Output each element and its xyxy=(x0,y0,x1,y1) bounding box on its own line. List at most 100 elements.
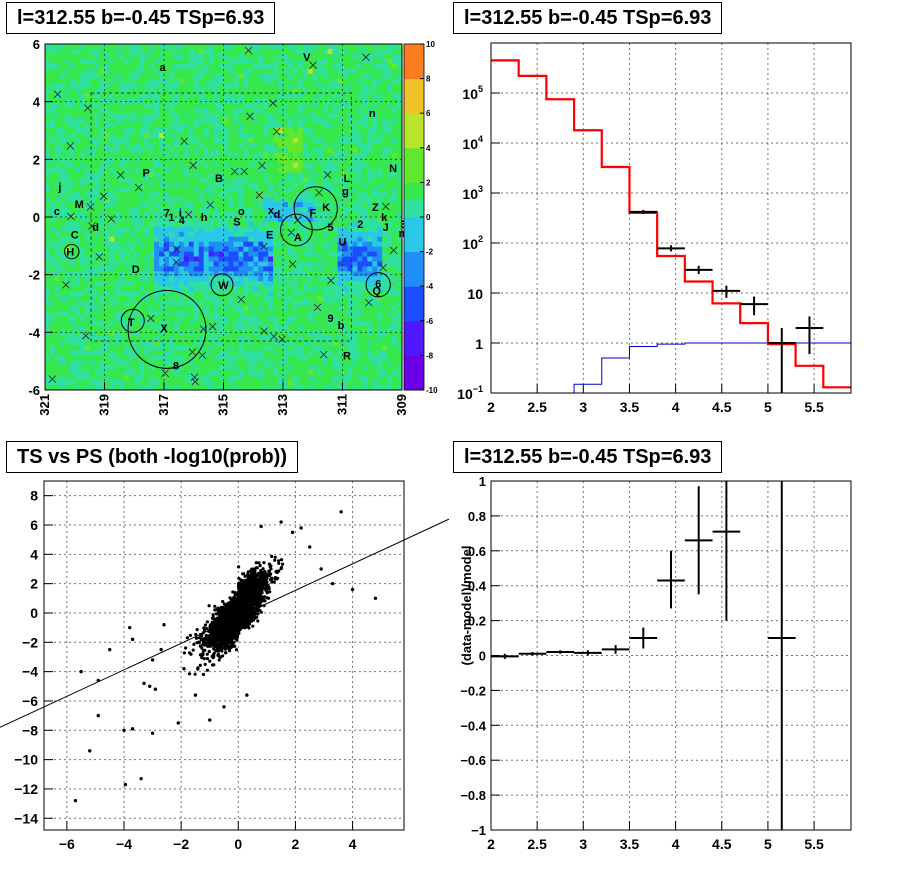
skymap-pixel xyxy=(382,83,388,89)
skymap-pixel xyxy=(54,236,61,243)
skymap-pixel xyxy=(263,370,269,376)
skymap-pixel xyxy=(49,73,56,79)
skymap-pixel xyxy=(64,286,71,292)
skymap-pixel xyxy=(149,142,155,149)
skymap-pixel xyxy=(114,63,120,70)
skymap-pixel xyxy=(382,93,388,99)
skymap-pixel xyxy=(223,68,229,75)
skymap-pixel xyxy=(218,58,224,65)
skymap-pixel xyxy=(159,330,165,337)
skymap-pixel xyxy=(64,167,71,173)
skymap-pixel xyxy=(342,123,348,129)
skymap-pixel xyxy=(154,246,160,252)
skymap-pixel xyxy=(208,315,214,322)
skymap-pixel xyxy=(223,187,229,193)
skymap-pixel xyxy=(64,207,71,213)
skymap-pixel xyxy=(377,296,383,302)
skymap-pixel xyxy=(238,221,244,228)
skymap-pixel xyxy=(258,48,264,55)
skymap-pixel xyxy=(292,113,299,119)
skymap-pixel xyxy=(109,305,115,312)
skymap-pixel xyxy=(129,261,135,267)
skymap-pixel xyxy=(49,132,56,139)
skymap-pixel xyxy=(213,182,219,188)
skymap-pixel xyxy=(144,365,150,371)
skymap-pixel xyxy=(208,88,214,94)
skymap-pixel xyxy=(104,231,110,238)
skymap-pixel xyxy=(69,217,76,223)
skymap-pixel xyxy=(312,118,319,124)
skymap-pixel xyxy=(352,78,358,84)
skymap-pixel xyxy=(119,48,125,55)
skymap-pixel xyxy=(397,44,403,50)
skymap-pixel xyxy=(139,340,145,346)
skymap-pixel xyxy=(109,128,115,134)
skymap-pixel xyxy=(178,246,185,252)
skymap-pixel xyxy=(347,98,353,104)
skymap-pixel xyxy=(134,103,140,109)
skymap-pixel xyxy=(307,345,314,351)
skymap-pixel xyxy=(292,286,299,292)
skymap-pixel xyxy=(119,325,125,332)
skymap-pixel xyxy=(99,128,105,134)
skymap-pixel xyxy=(164,385,170,391)
skymap-pixel xyxy=(278,202,284,208)
skymap-pixel xyxy=(243,345,249,351)
skymap-pixel xyxy=(54,182,61,188)
skymap-pixel xyxy=(203,217,210,223)
skymap-pixel xyxy=(268,365,274,371)
skymap-pixel xyxy=(278,142,284,149)
skymap-pixel xyxy=(362,320,368,327)
skymap-pixel xyxy=(302,83,309,89)
skymap-pixel xyxy=(263,113,269,119)
skymap-pixel xyxy=(258,370,264,376)
skymap-pixel xyxy=(69,113,76,119)
skymap-pixel xyxy=(357,53,363,60)
skymap-pixel xyxy=(243,291,249,297)
skymap-pixel xyxy=(352,291,358,297)
skymap-pixel xyxy=(198,315,205,322)
skymap-pixel xyxy=(178,266,185,272)
skymap-pixel xyxy=(382,286,388,292)
skymap-pixel xyxy=(287,256,294,262)
skymap-pixel xyxy=(372,78,378,84)
skymap-pixel xyxy=(367,98,373,104)
skymap-pixel xyxy=(124,315,130,322)
skymap-pixel xyxy=(74,251,81,257)
skymap-pixel xyxy=(312,296,319,302)
skymap-pixel xyxy=(164,236,170,243)
skymap-pixel xyxy=(94,320,100,327)
skymap-pixel xyxy=(208,207,214,213)
skymap-pixel xyxy=(114,370,120,376)
skymap-pixel xyxy=(233,330,239,337)
skymap-pixel xyxy=(352,93,358,99)
skymap-pixel xyxy=(168,73,175,79)
skymap-pixel xyxy=(243,93,249,99)
skymap-pixel xyxy=(154,286,160,292)
skymap-pixel xyxy=(159,137,165,144)
skymap-pixel xyxy=(89,231,95,238)
skymap-pixel xyxy=(352,68,358,75)
skymap-pixel xyxy=(129,207,135,213)
skymap-pixel xyxy=(114,197,120,203)
skymap-pixel xyxy=(243,53,249,60)
skymap-pixel xyxy=(228,301,234,307)
skymap-pixel xyxy=(159,48,165,55)
skymap-pixel xyxy=(198,335,205,341)
skymap-pixel xyxy=(337,380,343,386)
skymap-pixel xyxy=(213,325,219,332)
skymap-pixel xyxy=(183,380,190,386)
skymap-pixel xyxy=(278,63,284,70)
skymap-pixel xyxy=(49,207,56,213)
skymap-pixel xyxy=(124,123,130,129)
skymap-pixel xyxy=(59,44,66,50)
skymap-pixel xyxy=(74,192,81,198)
skymap-pixel xyxy=(129,187,135,193)
skymap-pixel xyxy=(382,380,388,386)
skymap-pixel xyxy=(397,63,403,70)
skymap-pixel xyxy=(387,236,393,243)
skymap-pixel xyxy=(283,93,289,99)
skymap-pixel xyxy=(203,350,210,356)
skymap-pixel xyxy=(292,147,299,154)
skymap-pixel xyxy=(258,137,264,144)
